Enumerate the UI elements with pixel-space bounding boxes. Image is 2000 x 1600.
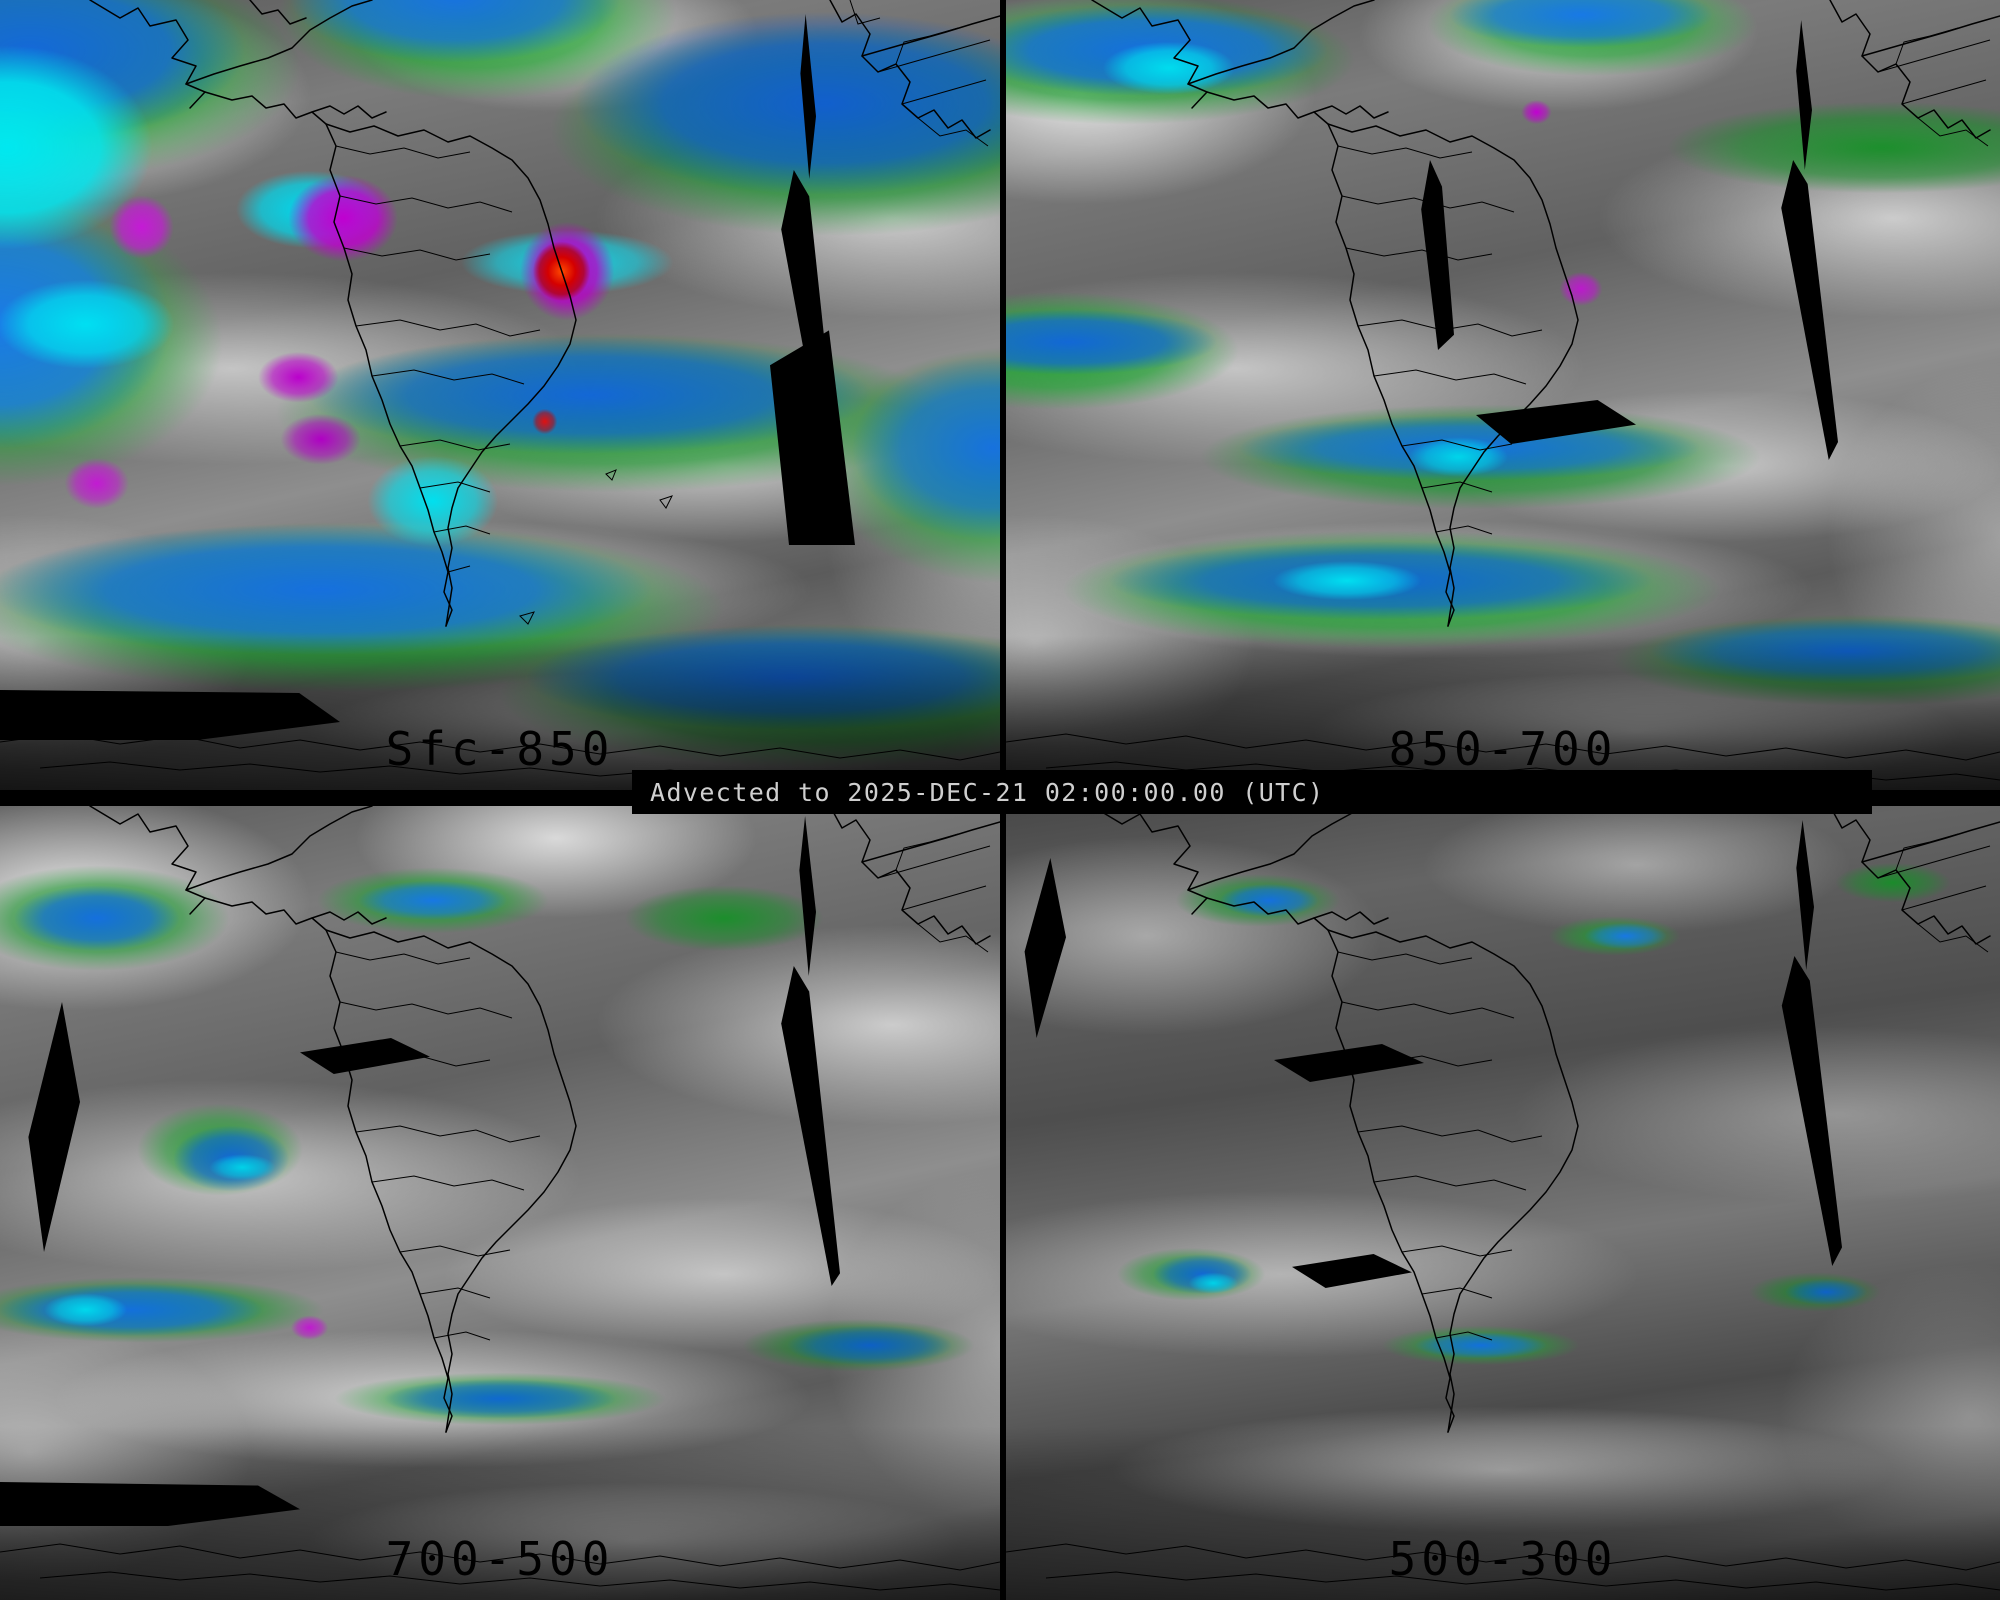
moisture-field-850-700: [1006, 0, 2000, 790]
timestamp-banner: Advected to 2025-DEC-21 02:00:00.00 (UTC…: [632, 770, 1872, 814]
panel-sfc-850[interactable]: Sfc-850: [0, 0, 1000, 790]
moisture-field-sfc-850: [0, 0, 1000, 790]
panel-700-500[interactable]: 700-500: [0, 806, 1000, 1600]
red-moisture-core-layer: [1006, 806, 2000, 1600]
red-moisture-core-layer: [1006, 0, 2000, 790]
red-moisture-core-layer: [0, 0, 1000, 790]
panel-850-700[interactable]: 850-700: [1006, 0, 2000, 790]
panel-500-300[interactable]: 500-300: [1006, 806, 2000, 1600]
timestamp-text: Advected to 2025-DEC-21 02:00:00.00 (UTC…: [650, 777, 1325, 807]
moisture-field-500-300: [1006, 806, 2000, 1600]
red-moisture-core-layer: [0, 806, 1000, 1600]
moisture-field-700-500: [0, 806, 1000, 1600]
